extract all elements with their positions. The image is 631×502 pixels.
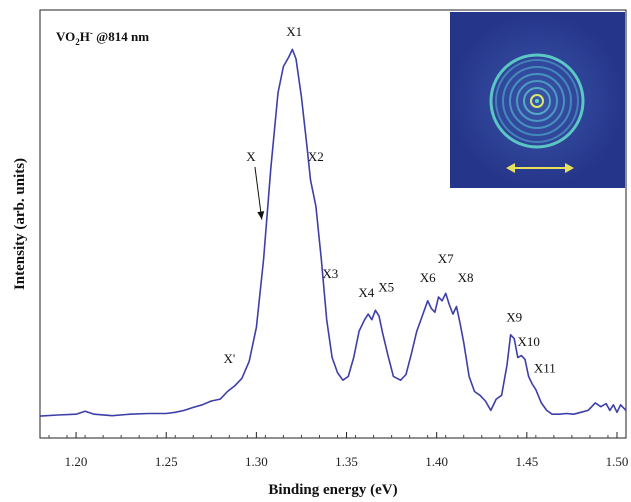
x-tick-label: 1.30 <box>245 454 268 469</box>
peak-label: X4 <box>358 285 374 300</box>
annotation-arrow-line <box>254 166 263 220</box>
peak-label: X6 <box>420 270 436 285</box>
x-tick-label: 1.20 <box>65 454 88 469</box>
polarization-arrow-icon <box>506 163 574 173</box>
peak-label: X3 <box>322 266 338 281</box>
x-tick-label: 1.40 <box>425 454 448 469</box>
peak-label: X2 <box>308 149 324 164</box>
concentric-rings-icon <box>489 53 585 149</box>
peak-label: X11 <box>534 361 556 376</box>
peak-label: X8 <box>458 270 474 285</box>
peak-label: X9 <box>506 310 522 325</box>
x-axis-ticks: 1.20 1.25 1.30 1.35 1.40 1.45 1.50 <box>48 432 629 469</box>
x-tick-label: 1.45 <box>515 454 538 469</box>
x-tick-label: 1.25 <box>155 454 178 469</box>
title-part-4: - <box>90 28 93 38</box>
plot-frame <box>39 9 627 439</box>
peak-label: X <box>246 149 256 164</box>
peak-label: X1 <box>286 24 302 39</box>
title-part-1: VO <box>56 29 75 44</box>
x-tick-label: 1.50 <box>606 454 629 469</box>
peak-label: X5 <box>378 279 394 294</box>
x-axis-title: Binding energy (eV) <box>268 482 397 498</box>
spectrum-line <box>39 48 627 417</box>
inset-image <box>450 12 625 188</box>
title-part-2: 2 <box>75 37 80 47</box>
series-layer <box>39 48 627 417</box>
chart-title: VO2H- @814 nm <box>56 28 149 47</box>
y-axis-title: Intensity (arb. units) <box>12 158 28 290</box>
peak-label: X' <box>223 351 235 366</box>
peak-label: X10 <box>517 334 539 349</box>
x-tick-label: 1.35 <box>335 454 358 469</box>
peak-label: X7 <box>438 251 454 266</box>
title-part-5: @814 nm <box>93 29 149 44</box>
title-part-3: H <box>80 29 90 44</box>
annotation-arrow-head <box>257 211 265 220</box>
